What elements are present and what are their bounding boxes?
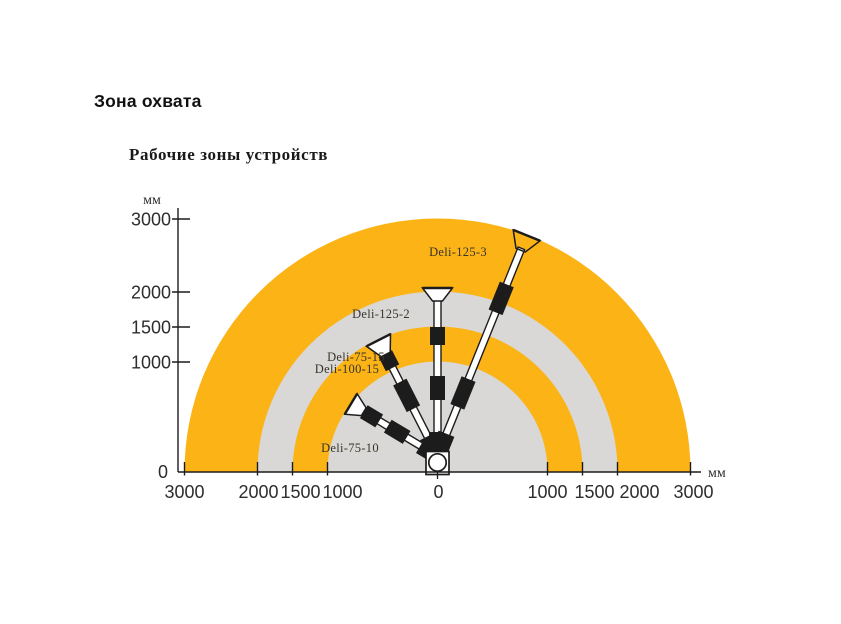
- y-zero-label: 0: [158, 462, 168, 482]
- x-tick-label: 2000: [238, 482, 278, 502]
- y-tick-label: 1000: [131, 353, 171, 373]
- x-tick-label: 2000: [619, 482, 659, 502]
- x-unit-label: мм: [708, 466, 726, 481]
- arm-segment: [383, 419, 411, 444]
- y-tick-label: 2000: [131, 283, 171, 303]
- y-unit-label: мм: [143, 193, 161, 208]
- x-zero-label: 0: [433, 482, 443, 502]
- device-base-swivel: [427, 452, 448, 473]
- x-tick-label: 1000: [322, 482, 362, 502]
- chart-title: Рабочие зоны устройств: [129, 145, 329, 164]
- x-tick-label: 3000: [673, 482, 713, 502]
- page-title: Зона охвата: [94, 91, 202, 111]
- device-label-Deli-125-3: Deli-125-3: [429, 245, 487, 259]
- arm-tube: [433, 299, 442, 435]
- arm-segment: [430, 376, 445, 400]
- device-label-Deli-125-2: Deli-125-2: [352, 307, 410, 321]
- arm-funnel-cap: [365, 332, 392, 348]
- arm-segment: [430, 327, 445, 345]
- x-tick-label: 1500: [574, 482, 614, 502]
- arm-segment: [393, 378, 421, 413]
- x-tick-label: 1500: [280, 482, 320, 502]
- x-tick-label: 1000: [527, 482, 567, 502]
- arm-segment: [359, 405, 384, 428]
- device-label-Deli-100-15: Deli-100-15: [315, 362, 379, 376]
- arm-segment: [450, 376, 476, 410]
- arm-funnel-cap: [343, 393, 359, 415]
- arm-funnel-cap: [512, 228, 541, 242]
- arm-segment: [488, 281, 514, 316]
- device-label-Deli-75-10: Deli-75-10: [321, 441, 379, 455]
- device-label-Deli-75-15: Deli-75-15: [327, 350, 385, 364]
- y-tick-label: 3000: [131, 210, 171, 230]
- x-tick-label: 3000: [164, 482, 204, 502]
- y-tick-label: 1500: [131, 318, 171, 338]
